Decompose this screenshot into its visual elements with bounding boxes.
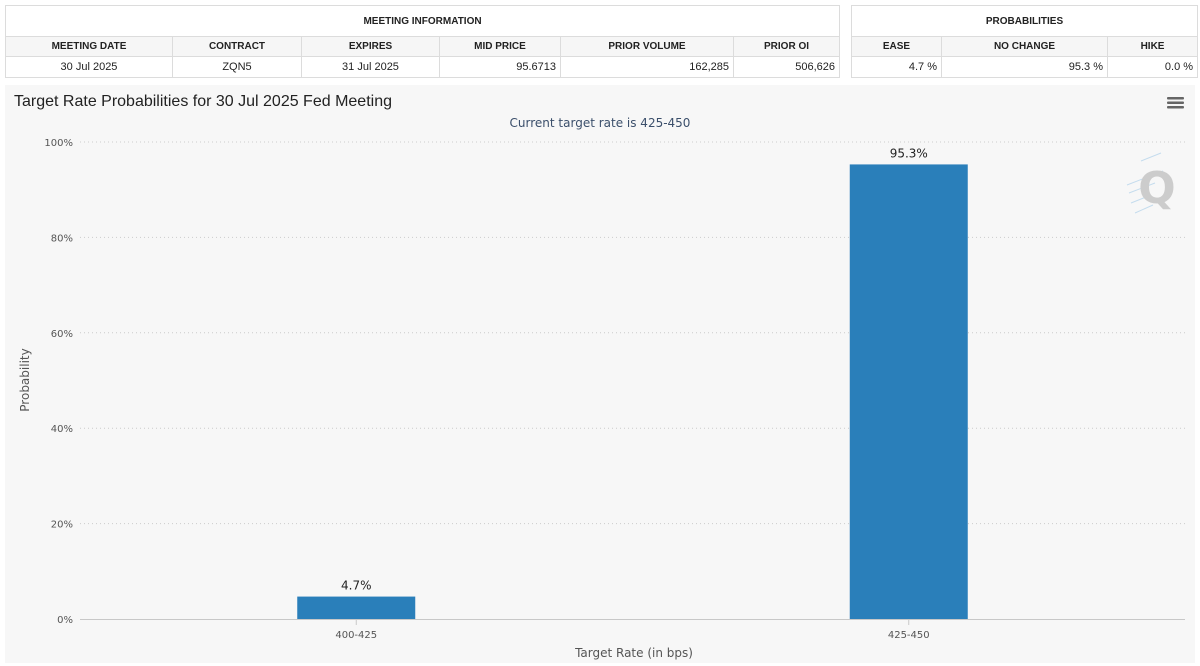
x-tick-label: 425-450 [888, 630, 930, 641]
cell-mid-price: 95.6713 [439, 56, 561, 78]
bar[interactable] [297, 596, 416, 619]
chart-panel: Target Rate Probabilities for 30 Jul 202… [5, 85, 1195, 663]
cell-hike: 0.0 % [1106, 56, 1199, 78]
probabilities-table: PROBABILITIES EASE NO CHANGE HIKE 4.7 % … [850, 5, 1199, 78]
bar-chart: Target Rate Probabilities for 30 Jul 202… [14, 93, 1189, 660]
cell-meeting-date: 30 Jul 2025 [5, 56, 173, 78]
y-tick-label: 0% [57, 615, 73, 626]
chart-title: Target Rate Probabilities for 30 Jul 202… [14, 93, 392, 110]
header-expires: EXPIRES [301, 36, 440, 57]
cell-prior-volume: 162,285 [560, 56, 734, 78]
probabilities-title: PROBABILITIES [850, 5, 1199, 37]
header-meeting-date: MEETING DATE [5, 36, 173, 57]
y-tick-label: 100% [44, 138, 73, 149]
header-prior-oi: PRIOR OI [732, 36, 841, 57]
hamburger-menu-icon[interactable] [1163, 93, 1189, 113]
q-logo-icon: Q [1126, 152, 1176, 214]
header-ease: EASE [851, 36, 942, 57]
data-label: 95.3% [890, 146, 928, 160]
cell-contract: ZQN5 [172, 56, 302, 78]
y-tick-label: 40% [51, 424, 73, 435]
data-label: 4.7% [341, 579, 372, 593]
meeting-information-title: MEETING INFORMATION [4, 5, 841, 37]
y-tick-label: 80% [51, 233, 73, 244]
cell-prior-oi: 506,626 [732, 56, 841, 78]
bar[interactable] [849, 164, 968, 619]
chart-subtitle: Current target rate is 425-450 [510, 116, 691, 130]
header-contract: CONTRACT [172, 36, 302, 57]
y-tick-label: 60% [51, 329, 73, 340]
x-tick-label: 400-425 [335, 630, 377, 641]
header-mid-price: MID PRICE [439, 36, 561, 57]
cell-ease: 4.7 % [851, 56, 942, 78]
svg-text:Q: Q [1138, 163, 1175, 214]
x-axis-title: Target Rate (in bps) [574, 646, 693, 660]
cell-no-change: 95.3 % [941, 56, 1108, 78]
header-hike: HIKE [1106, 36, 1199, 57]
meeting-information-table: MEETING INFORMATION MEETING DATE CONTRAC… [4, 5, 841, 78]
header-no-change: NO CHANGE [941, 36, 1108, 57]
y-tick-label: 20% [51, 520, 73, 531]
header-prior-volume: PRIOR VOLUME [560, 36, 734, 57]
cell-expires: 31 Jul 2025 [301, 56, 440, 78]
y-axis-title: Probability [18, 348, 32, 411]
